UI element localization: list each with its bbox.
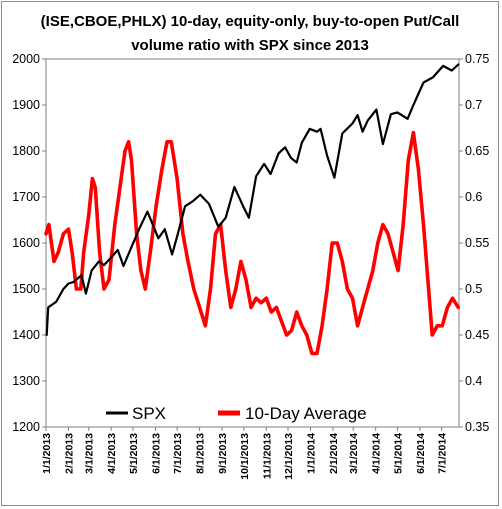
x-tick-label: 2/1/2013 — [63, 433, 75, 474]
left-tick-label: 1900 — [12, 98, 40, 112]
left-axis: 1200 1300 1400 1500 1600 1700 1800 1900 2000 — [12, 52, 46, 434]
right-tick-label: 0.75 — [465, 52, 489, 66]
right-tick-label: 0.45 — [465, 328, 489, 342]
right-tick-label: 0.35 — [465, 420, 489, 434]
x-tick-label: 7/1/2013 — [172, 433, 184, 474]
right-tick-label: 0.6 — [465, 190, 482, 204]
right-tick-label: 0.4 — [465, 374, 482, 388]
x-tick-label: 12/1/2013 — [283, 433, 295, 480]
x-tick-label: 4/1/2014 — [371, 433, 383, 474]
left-tick-label: 1600 — [12, 236, 40, 250]
x-tick-label: 10/1/2013 — [239, 433, 251, 480]
x-tick-label: 6/1/2013 — [150, 433, 162, 474]
legend-label-spx: SPX — [132, 404, 166, 423]
x-tick-label: 3/1/2014 — [348, 433, 360, 474]
x-tick-label: 2/1/2014 — [328, 433, 340, 474]
x-axis: 1/1/2013 2/1/2013 3/1/2013 4/1/2013 5/1/2013… — [41, 427, 449, 480]
left-tick-label: 1500 — [12, 282, 40, 296]
x-tick-label: 9/1/2013 — [217, 433, 229, 474]
x-tick-label: 3/1/2013 — [84, 433, 96, 474]
legend-label-10-day-average: 10-Day Average — [245, 404, 367, 423]
chart-title-line-1: (ISE,CBOE,PHLX) 10-day, equity-only, buy… — [41, 13, 460, 30]
series-line-10-day-average — [44, 130, 461, 356]
right-tick-label: 0.5 — [465, 282, 482, 296]
x-tick-label: 8/1/2013 — [195, 433, 207, 474]
left-tick-label: 2000 — [12, 52, 40, 66]
left-tick-label: 1800 — [12, 144, 40, 158]
x-tick-label: 5/1/2014 — [392, 433, 404, 474]
left-tick-label: 1700 — [12, 190, 40, 204]
chart-title-line-2: volume ratio with SPX since 2013 — [131, 37, 369, 54]
x-tick-label: 1/1/2013 — [41, 433, 53, 474]
x-tick-label: 5/1/2013 — [128, 433, 140, 474]
plot-area — [45, 58, 460, 428]
series-line-spx — [45, 63, 460, 337]
x-tick-label: 4/1/2013 — [106, 433, 118, 474]
right-axis: 0.35 0.4 0.45 0.5 0.55 0.6 0.65 0.7 0.75 — [459, 52, 489, 434]
left-tick-label: 1400 — [12, 328, 40, 342]
right-tick-label: 0.55 — [465, 236, 489, 250]
x-tick-label: 1/1/2014 — [305, 433, 317, 474]
right-tick-label: 0.7 — [465, 98, 482, 112]
series-layer — [44, 63, 461, 356]
x-tick-label: 6/1/2014 — [415, 433, 427, 474]
x-tick-label: 11/1/2013 — [261, 433, 273, 479]
x-tick-label: 7/1/2014 — [437, 433, 449, 474]
left-tick-label: 1300 — [12, 374, 40, 388]
legend: SPX 10-Day Average — [106, 404, 367, 423]
right-tick-label: 0.65 — [465, 144, 489, 158]
left-tick-label: 1200 — [12, 420, 40, 434]
